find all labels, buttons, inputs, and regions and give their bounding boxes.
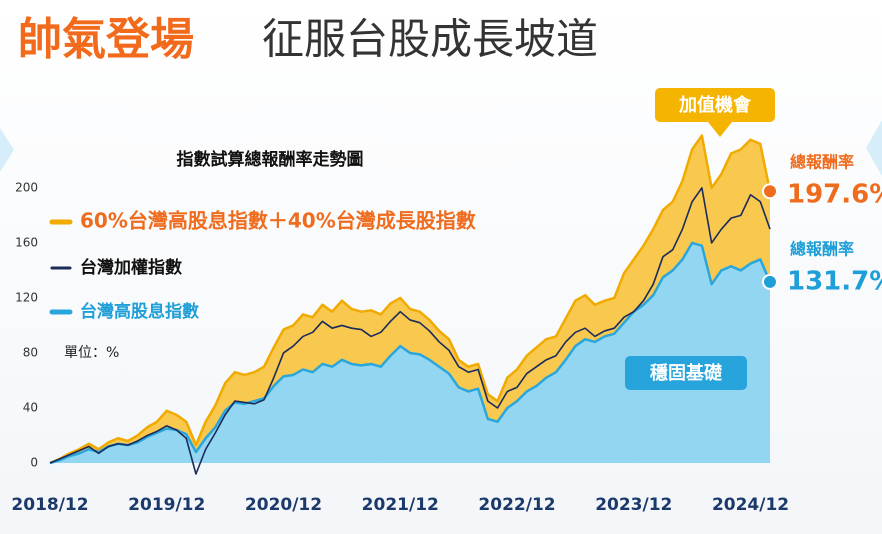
title: 征服台股成長坡道 bbox=[262, 15, 598, 64]
plot bbox=[49, 134, 772, 475]
legend-label: 台灣高股息指數 bbox=[80, 301, 199, 322]
y-tick-label: 160 bbox=[15, 235, 38, 249]
callout-pointer bbox=[708, 122, 732, 137]
x-tick-label: 2022/12 bbox=[478, 495, 555, 515]
decor-chevron bbox=[0, 128, 14, 172]
line bbox=[49, 187, 771, 475]
legend-label: 60%台灣高股息指數＋40%台灣成長股指數 bbox=[80, 209, 476, 233]
annotation-box bbox=[625, 356, 747, 390]
callout-box bbox=[655, 88, 775, 122]
x-tick-label: 2024/12 bbox=[712, 495, 789, 515]
y-tick-label: 0 bbox=[30, 455, 38, 469]
legend-label: 台灣加權指數 bbox=[80, 257, 182, 278]
line bbox=[49, 241, 772, 465]
annotation: 總報酬率 bbox=[790, 240, 854, 259]
title-highlight: 帥氣登場 bbox=[18, 14, 194, 65]
chart-title: 指數試算總報酬率走勢圖 bbox=[177, 149, 364, 170]
y-tick-label: 80 bbox=[23, 345, 38, 359]
x-tick-label: 2021/12 bbox=[362, 495, 439, 515]
annotation: 加值機會 bbox=[678, 94, 752, 116]
end-dot bbox=[762, 183, 778, 200]
x-tick-label: 2023/12 bbox=[595, 495, 672, 515]
x-tick-label: 2020/12 bbox=[245, 495, 322, 515]
annotation: 總報酬率 bbox=[790, 153, 854, 172]
value-label: 197.6% bbox=[787, 180, 882, 210]
overlay: 加值機會 穩固基礎 總報酬率 總報酬率 bbox=[625, 88, 854, 390]
unit-label: 單位：% bbox=[64, 345, 119, 361]
y-tick-label: 120 bbox=[15, 290, 38, 304]
x-tick-label: 2018/12 bbox=[11, 495, 88, 515]
line bbox=[49, 134, 772, 465]
y-tick-label: 40 bbox=[23, 400, 38, 414]
value-label: 131.7% bbox=[787, 267, 882, 297]
decor-chevron bbox=[866, 120, 882, 176]
annotation: 穩固基礎 bbox=[650, 362, 722, 384]
end-dot bbox=[762, 273, 778, 290]
x-tick-label: 2019/12 bbox=[128, 495, 205, 515]
y-tick-label: 200 bbox=[15, 180, 38, 194]
